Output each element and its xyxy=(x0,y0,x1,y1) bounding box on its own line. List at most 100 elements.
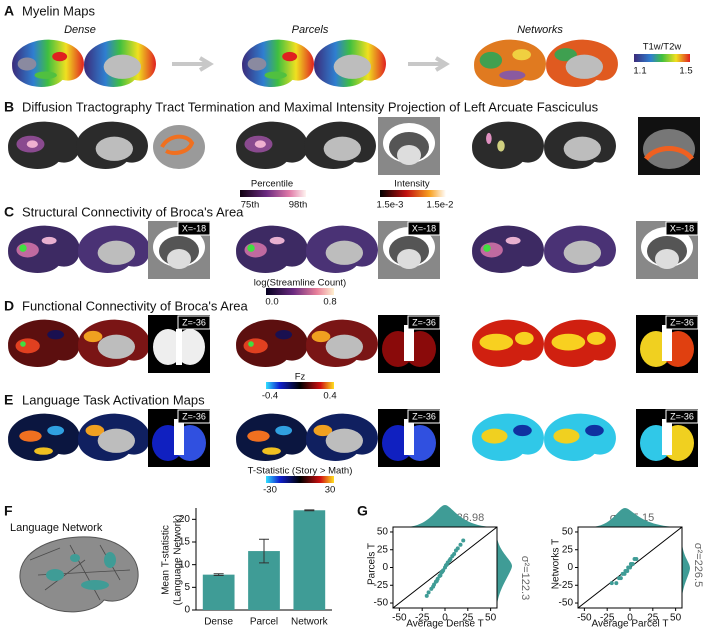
colorbar-label: 1.1 xyxy=(633,66,646,77)
slice-label: Z=-36 xyxy=(670,411,694,421)
colorbar-label: 98th xyxy=(289,200,308,211)
panel-letter: G xyxy=(357,503,368,519)
y-tick-label: 20 xyxy=(179,514,191,525)
colorbar-label: 0.4 xyxy=(323,391,336,402)
panel-label: Language Network xyxy=(10,522,103,534)
colorbar-title: Fz xyxy=(295,372,306,383)
slice-label: Z=-36 xyxy=(412,317,436,327)
y-tick-label: -50 xyxy=(374,598,389,609)
bar xyxy=(202,574,235,610)
y-tick-label: 25 xyxy=(377,544,389,555)
brain-row xyxy=(8,221,699,279)
slice-label: X=-18 xyxy=(182,223,206,233)
colorbar-label: 30 xyxy=(325,485,336,496)
column-label: Parcels xyxy=(292,24,329,36)
brain-row xyxy=(8,409,699,467)
x-tick-label: Dense xyxy=(204,617,233,628)
variance-label: σ²=122.3 xyxy=(519,556,531,600)
x-tick-label: 0 xyxy=(627,613,633,624)
colorbar-label: 75th xyxy=(241,200,260,211)
colorbar xyxy=(240,190,306,197)
point xyxy=(614,581,619,586)
x-tick-label: 0 xyxy=(442,613,448,624)
colorbar xyxy=(266,476,334,483)
y-tick-label: 50 xyxy=(377,527,389,538)
colorbar xyxy=(266,288,334,295)
y-tick-label: 10 xyxy=(179,559,191,570)
colorbar-label: 0.8 xyxy=(323,297,336,308)
y-tick-label: 5 xyxy=(184,582,190,593)
variance-label: σ²=226.5 xyxy=(692,543,704,587)
x-tick-label: 50 xyxy=(485,613,497,624)
colorbar-label: 0.0 xyxy=(265,297,278,308)
brain-row xyxy=(8,117,700,175)
y-tick-label: -50 xyxy=(559,598,574,609)
x-tick-label: -50 xyxy=(577,613,592,624)
y-tick-label: 25 xyxy=(562,544,574,555)
point xyxy=(432,582,437,587)
colorbar-title: T-Statistic (Story > Math) xyxy=(248,466,353,477)
point xyxy=(424,593,429,598)
x-tick-label: 25 xyxy=(462,613,474,624)
point xyxy=(448,556,453,561)
colorbar-label: 1.5 xyxy=(679,66,692,77)
panel-title: Structural Connectivity of Broca's Area xyxy=(22,204,244,219)
panel-letter: A xyxy=(4,3,14,19)
panel-letter: E xyxy=(4,392,13,408)
colorbar-label: 1.5e-2 xyxy=(427,200,454,211)
slice-label: Z=-36 xyxy=(182,411,206,421)
x-tick-label: -50 xyxy=(392,613,407,624)
x-tick-label: 25 xyxy=(647,613,659,624)
point xyxy=(426,590,431,595)
point xyxy=(628,565,632,570)
density-curve xyxy=(590,508,680,527)
panel-title: Functional Connectivity of Broca's Area xyxy=(22,298,249,313)
panel-letter: B xyxy=(4,99,14,115)
panel-letter: F xyxy=(4,503,13,519)
y-axis-label: Networks T xyxy=(551,539,562,589)
panel-title: Myelin Maps xyxy=(22,3,95,18)
x-tick-label: -25 xyxy=(600,613,615,624)
slice-label: Z=-36 xyxy=(412,411,436,421)
panel-letter: C xyxy=(4,204,14,220)
bar xyxy=(293,510,326,610)
y-tick-label: 50 xyxy=(562,527,574,538)
y-tick-label: -25 xyxy=(559,580,574,591)
colorbar xyxy=(266,382,334,389)
panel-title: Diffusion Tractography Tract Termination… xyxy=(22,99,599,114)
y-axis-label: Mean T-statistic xyxy=(161,525,172,595)
colorbar xyxy=(380,190,446,197)
colorbar-label: -0.4 xyxy=(262,391,278,402)
colorbar-title: Intensity xyxy=(394,179,430,190)
colorbar xyxy=(634,54,690,62)
y-tick-label: 0 xyxy=(567,562,573,573)
slice-label: Z=-36 xyxy=(182,317,206,327)
point xyxy=(609,581,614,586)
brain-row xyxy=(12,40,618,87)
y-tick-label: 0 xyxy=(382,562,388,573)
point xyxy=(625,569,630,574)
network-brain xyxy=(19,536,139,613)
point xyxy=(452,552,457,556)
point xyxy=(634,556,639,561)
x-tick-label: -25 xyxy=(415,613,430,624)
colorbar-title: T1w/T2w xyxy=(643,42,682,53)
point xyxy=(435,576,440,581)
x-tick-label: Parcel xyxy=(250,617,278,628)
x-tick-label: 50 xyxy=(670,613,682,624)
point xyxy=(455,546,460,551)
column-label: Networks xyxy=(517,24,563,36)
x-axis-label: Average Dense T xyxy=(406,619,483,630)
panel-title: Language Task Activation Maps xyxy=(22,392,205,407)
panel-letter: D xyxy=(4,298,14,314)
density-curve xyxy=(682,540,690,600)
point xyxy=(441,568,446,573)
slice-label: X=-18 xyxy=(670,223,694,233)
brain-row xyxy=(8,315,699,373)
colorbar-title: Percentile xyxy=(251,179,293,190)
error-bar xyxy=(304,509,315,512)
y-tick-label: -25 xyxy=(374,580,389,591)
colorbar-label: 1.5e-3 xyxy=(377,200,404,211)
y-axis-label: (Language Network) xyxy=(173,515,184,606)
point xyxy=(458,542,463,547)
